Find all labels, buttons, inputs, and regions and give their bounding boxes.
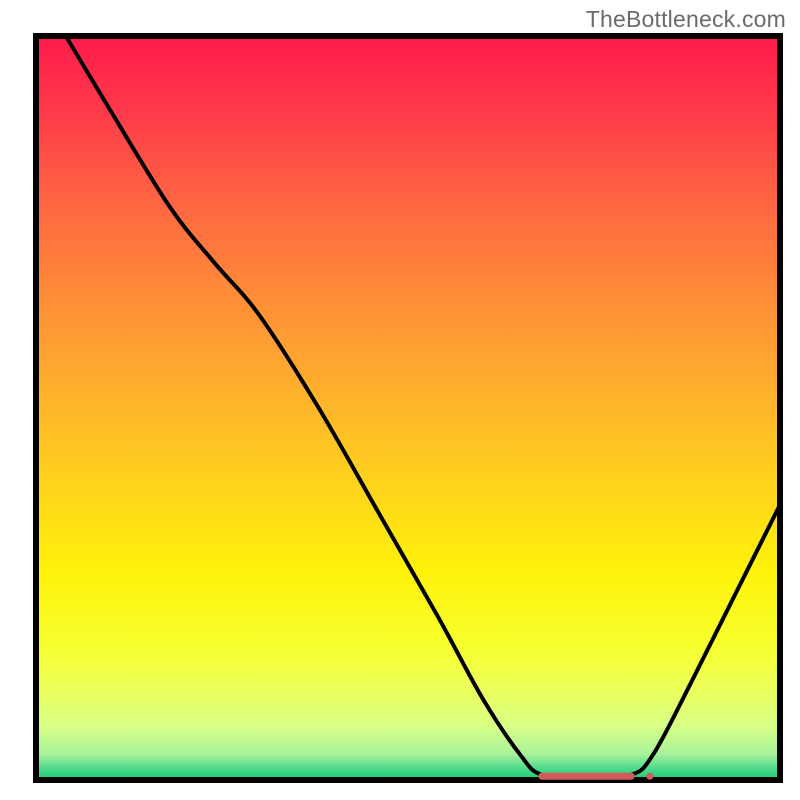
optimal-range-marker-dot	[646, 773, 653, 780]
plot-background	[36, 36, 780, 780]
bottleneck-chart	[0, 0, 800, 800]
